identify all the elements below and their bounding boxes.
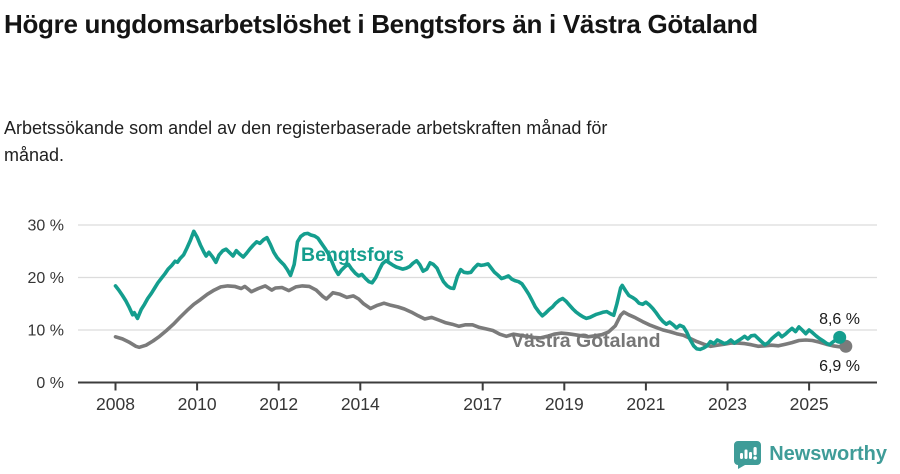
y-tick-label: 0 % [36,375,64,392]
y-tick-label: 30 % [28,218,64,235]
x-tick-label: 2008 [96,394,135,414]
chart-subtitle: Arbetssökande som andel av den registerb… [4,118,608,165]
x-tick-label: 2012 [259,394,298,414]
series-endpoint-dot [833,330,847,344]
end-value-label-bengtsfors: 8,6 % [819,311,860,328]
x-tick-label: 2021 [626,394,665,414]
x-tick-label: 2010 [178,394,217,414]
x-tick-label: 2017 [463,394,502,414]
series-label-bengtsfors: Bengtsfors [301,244,404,266]
y-tick-label: 10 % [28,323,64,340]
newsworthy-brand[interactable]: Newsworthy [733,440,887,469]
x-tick-label: 2025 [790,394,829,414]
x-tick-label: 2019 [545,394,584,414]
end-value-label-vastra-gotaland: 6,9 % [819,358,860,375]
series-line-bengtsfors [113,229,842,352]
x-tick-label: 2014 [341,394,380,414]
newsworthy-brand-text: Newsworthy [769,443,887,465]
page-title: Högre ungdomsarbetslöshet i Bengtsfors ä… [4,9,758,39]
series-label-vastra-gotaland: Västra Götaland [511,330,661,352]
y-tick-label: 20 % [28,270,64,287]
chart-plot: 0 % 10 % 20 % 30 % 2008 2010 2012 2014 2017 2019 2… [28,218,877,414]
newsworthy-logo-icon [734,441,762,469]
x-tick-label: 2023 [708,394,747,414]
series-line-v-stra-g-taland [113,284,848,350]
